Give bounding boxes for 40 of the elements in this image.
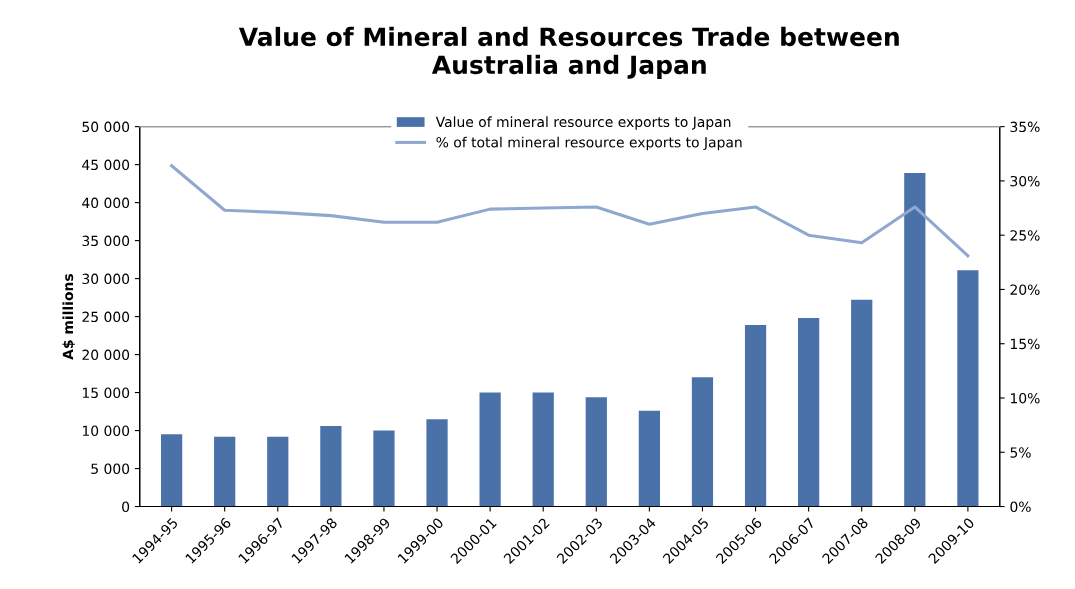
y-tick-label: 15 000 [82, 387, 130, 399]
y-tick-label: 10 000 [82, 425, 130, 437]
bar [320, 426, 342, 507]
bar [851, 299, 873, 507]
bar [267, 436, 289, 507]
y2-tick-label: 0% [1010, 501, 1031, 513]
y-tick-label: 25 000 [82, 311, 130, 323]
bar [957, 270, 979, 507]
bar [214, 436, 236, 507]
bar [638, 410, 660, 507]
y-tick-label: 40 000 [82, 197, 130, 209]
legend-label: % of total mineral resource exports to Japan [436, 136, 742, 151]
y2-tick-label: 20% [1010, 284, 1040, 295]
bar [373, 430, 395, 507]
y-tick-label: 5 000 [91, 463, 130, 475]
bar [532, 392, 554, 507]
y2-tick-label: 15% [1011, 338, 1040, 350]
y2-tick-label: 25% [1010, 230, 1040, 241]
bar [744, 324, 767, 507]
bar [479, 392, 501, 507]
legend-label: Value of mineral resource exports to Japan [435, 116, 731, 130]
chart-title: Value of Mineral and Resources Trade between Australia and Japan [238, 26, 899, 80]
y2-tick-label: 35% [1010, 121, 1040, 133]
bar [691, 377, 714, 507]
y-tick-label: 45 000 [82, 159, 130, 171]
y-axis-title: A$ millions [62, 274, 76, 360]
y-tick-label: 30 000 [82, 273, 130, 285]
y-tick-label: 0 [122, 501, 130, 513]
bar [160, 434, 183, 507]
y2-tick-label: 10% [1011, 392, 1040, 404]
bar [585, 397, 607, 507]
bar [798, 318, 820, 507]
y2-tick-label: 30% [1010, 175, 1040, 187]
bar [426, 419, 448, 507]
y-tick-label: 50 000 [82, 121, 130, 133]
y-tick-label: 35 000 [82, 235, 130, 247]
bar [904, 172, 926, 507]
y2-tick-label: 5% [1010, 447, 1031, 458]
line-series [170, 164, 970, 258]
y-tick-label: 20 000 [82, 349, 130, 361]
